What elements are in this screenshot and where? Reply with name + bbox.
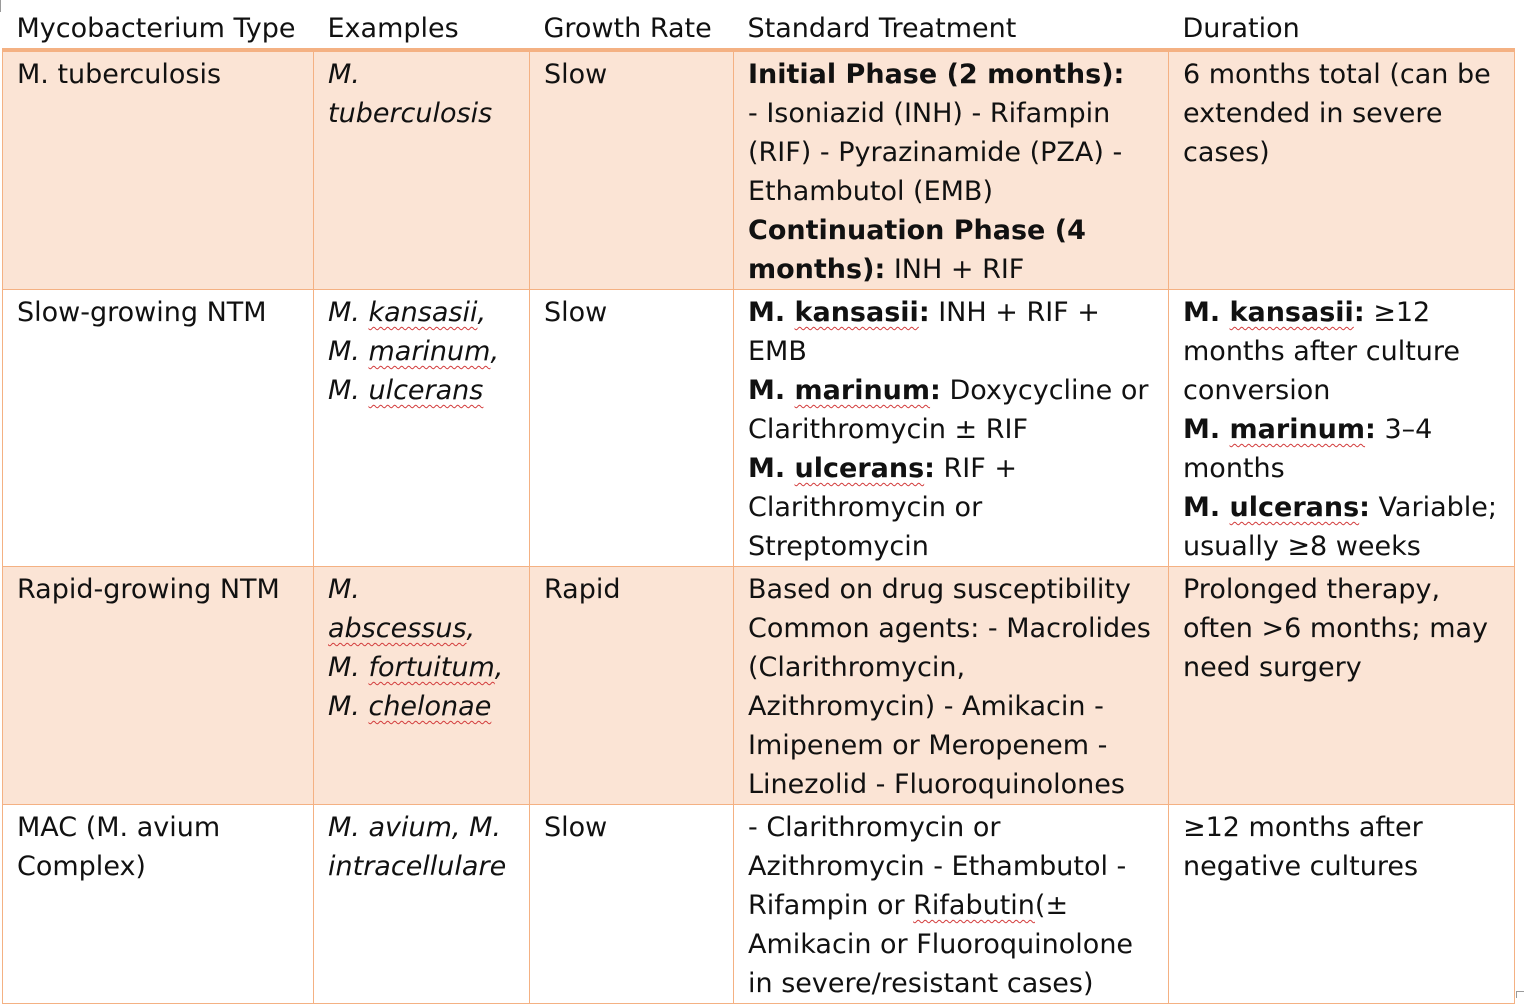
growth-rate-cell[interactable]: Slow: [529, 50, 734, 290]
example-organism: M. ulcerans: [328, 371, 515, 410]
cell-paragraph: M. marinum: Doxycycline or Clarithromyci…: [748, 371, 1154, 449]
type-cell[interactable]: Rapid-growing NTM: [2, 566, 314, 805]
examples-cell[interactable]: M. tuberculosis: [313, 50, 530, 290]
example-organism: M. kansasii,: [328, 293, 515, 332]
cell-paragraph: M. ulcerans: RIF + Clarithromycin or Str…: [748, 449, 1154, 566]
cell-paragraph: M. kansasii: INH + RIF + EMB: [748, 293, 1154, 371]
table-row: Slow-growing NTM M. kansasii, M. marinum…: [2, 289, 1515, 567]
cell-text: Prolonged therapy, often >6 months; may …: [1183, 574, 1489, 683]
growth-rate-cell[interactable]: Slow: [529, 804, 734, 1004]
example-organism: M. marinum,: [328, 332, 515, 371]
cell-paragraph: Based on drug susceptibility: [748, 570, 1154, 609]
bold-label-text: :: [930, 375, 941, 406]
duration-cell[interactable]: 6 months total (can be extended in sever…: [1168, 50, 1515, 290]
example-text: M. kansasii,: [328, 297, 487, 328]
bold-label-text: Initial Phase (2 months):: [748, 59, 1125, 90]
example-organism: M. chelonae: [328, 687, 515, 726]
cell-paragraph: M. marinum: 3–4 months: [1183, 410, 1500, 488]
table-row: MAC (M. avium Complex) M. avium, M. intr…: [2, 804, 1515, 1004]
bold-label-text: M.: [748, 453, 795, 484]
cell-text: INH + RIF: [885, 254, 1025, 285]
examples-cell[interactable]: M. kansasii, M. marinum, M. ulcerans: [313, 289, 530, 567]
example-organism: M. abscessus,: [328, 570, 515, 648]
header-row: Mycobacterium Type Examples Growth Rate …: [2, 6, 1515, 52]
duration-cell[interactable]: M. kansasii: ≥12 months after culture co…: [1168, 289, 1515, 567]
type-cell[interactable]: M. tuberculosis: [2, 50, 314, 290]
bold-label-text: M.: [1183, 492, 1230, 523]
example-organism: M. avium, M. intracellulare: [328, 812, 507, 882]
type-cell[interactable]: Slow-growing NTM: [2, 289, 314, 567]
growth-rate-cell[interactable]: Rapid: [529, 566, 734, 805]
treatment-cell[interactable]: Based on drug susceptibility Common agent…: [733, 566, 1169, 805]
examples-cell[interactable]: M. avium, M. intracellulare: [313, 804, 530, 1004]
bold-label-text: Continuation Phase (4 months):: [748, 215, 1086, 285]
cell-text: Based on drug susceptibility: [748, 574, 1131, 605]
bold-label-text: :: [918, 297, 930, 328]
growth-rate-cell[interactable]: Slow: [529, 289, 734, 567]
cell-text: - Clarithromycin or Azithromycin - Etham…: [748, 812, 1127, 921]
bold-label-text: M.: [748, 375, 795, 406]
cell-text: Doxycycline or Clarithromycin ± RIF: [748, 375, 1149, 445]
page-corner-mark: [0, 0, 1, 12]
bold-label-text: kansasii: [1229, 297, 1354, 328]
example-text: M. chelonae: [328, 691, 492, 722]
duration-cell[interactable]: ≥12 months after negative cultures: [1168, 804, 1515, 1004]
cell-text: Variable; usually ≥8 weeks: [1183, 492, 1497, 562]
header-cell-duration[interactable]: Duration: [1168, 6, 1515, 52]
cell-text: - Isoniazid (INH) - Rifampin (RIF) - Pyr…: [748, 98, 1123, 207]
duration-cell[interactable]: Prolonged therapy, often >6 months; may …: [1168, 566, 1515, 805]
cell-paragraph: M. kansasii: ≥12 months after culture co…: [1183, 293, 1500, 410]
page-corner-mark: [1516, 991, 1524, 992]
example-organism: M. fortuitum,: [328, 648, 515, 687]
cell-paragraph: Initial Phase (2 months):: [748, 55, 1154, 94]
table-row: M. tuberculosis M. tuberculosis Slow Ini…: [2, 50, 1515, 290]
bold-label-text: ulcerans: [1229, 492, 1360, 523]
bold-label-text: M.: [1183, 297, 1230, 328]
table-row: Rapid-growing NTM M. abscessus, M. fortu…: [2, 566, 1515, 805]
cell-text: Common agents: - Macrolides (Clarithromy…: [748, 613, 1151, 800]
cell-text: 6 months total (can be extended in sever…: [1183, 59, 1491, 168]
header-cell-type[interactable]: Mycobacterium Type: [2, 6, 314, 52]
header-cell-examples[interactable]: Examples: [313, 6, 530, 52]
treatment-cell[interactable]: Initial Phase (2 months): - Isoniazid (IN…: [733, 50, 1169, 290]
cell-paragraph: Common agents: - Macrolides (Clarithromy…: [748, 609, 1154, 804]
cell-paragraph: Prolonged therapy, often >6 months; may …: [1183, 570, 1500, 687]
page-corner-mark: [1516, 991, 1517, 998]
bold-label-text: marinum: [794, 375, 931, 406]
bold-label-text: kansasii: [794, 297, 919, 328]
cell-paragraph: Continuation Phase (4 months): INH + RIF: [748, 211, 1154, 289]
treatment-cell[interactable]: M. kansasii: INH + RIF + EMB M. marinum: …: [733, 289, 1169, 567]
bold-label-text: M.: [748, 297, 795, 328]
examples-cell[interactable]: M. abscessus, M. fortuitum, M. chelonae: [313, 566, 530, 805]
bold-label-text: :: [924, 453, 935, 484]
cell-paragraph: 6 months total (can be extended in sever…: [1183, 55, 1500, 172]
cell-text: Rifabutin: [913, 890, 1035, 921]
type-cell[interactable]: MAC (M. avium Complex): [2, 804, 314, 1004]
bold-label-text: ulcerans: [794, 453, 925, 484]
bold-label-text: :: [1353, 297, 1365, 328]
cell-text: 3–4 months: [1183, 414, 1433, 484]
cell-text: ≥12 months after culture conversion: [1183, 297, 1461, 406]
bold-label-text: :: [1365, 414, 1376, 445]
header-cell-growth-rate[interactable]: Growth Rate: [529, 6, 734, 52]
bold-label-text: :: [1359, 492, 1370, 523]
cell-paragraph: - Clarithromycin or Azithromycin - Etham…: [748, 808, 1154, 1003]
example-text: M. marinum,: [328, 336, 500, 367]
cell-paragraph: M. ulcerans: Variable; usually ≥8 weeks: [1183, 488, 1500, 566]
cell-text: INH + RIF + EMB: [748, 297, 1100, 367]
cell-paragraph: ≥12 months after negative cultures: [1183, 808, 1500, 886]
header-cell-treatment[interactable]: Standard Treatment: [733, 6, 1169, 52]
example-organism: M. tuberculosis: [328, 59, 493, 129]
example-text: M. fortuitum,: [328, 652, 504, 683]
bold-label-text: marinum: [1229, 414, 1366, 445]
treatment-cell[interactable]: - Clarithromycin or Azithromycin - Etham…: [733, 804, 1169, 1004]
example-text: M. ulcerans: [328, 375, 484, 406]
cell-text: (± Amikacin or Fluoroquinolone in severe…: [748, 890, 1134, 999]
bold-label-text: M.: [1183, 414, 1230, 445]
cell-text: ≥12 months after negative cultures: [1183, 812, 1423, 882]
example-text: M. abscessus,: [328, 574, 476, 644]
cell-paragraph: - Isoniazid (INH) - Rifampin (RIF) - Pyr…: [748, 94, 1154, 211]
treatment-table: Mycobacterium Type Examples Growth Rate …: [2, 6, 1515, 1004]
cell-text: RIF + Clarithromycin or Streptomycin: [748, 453, 1018, 562]
